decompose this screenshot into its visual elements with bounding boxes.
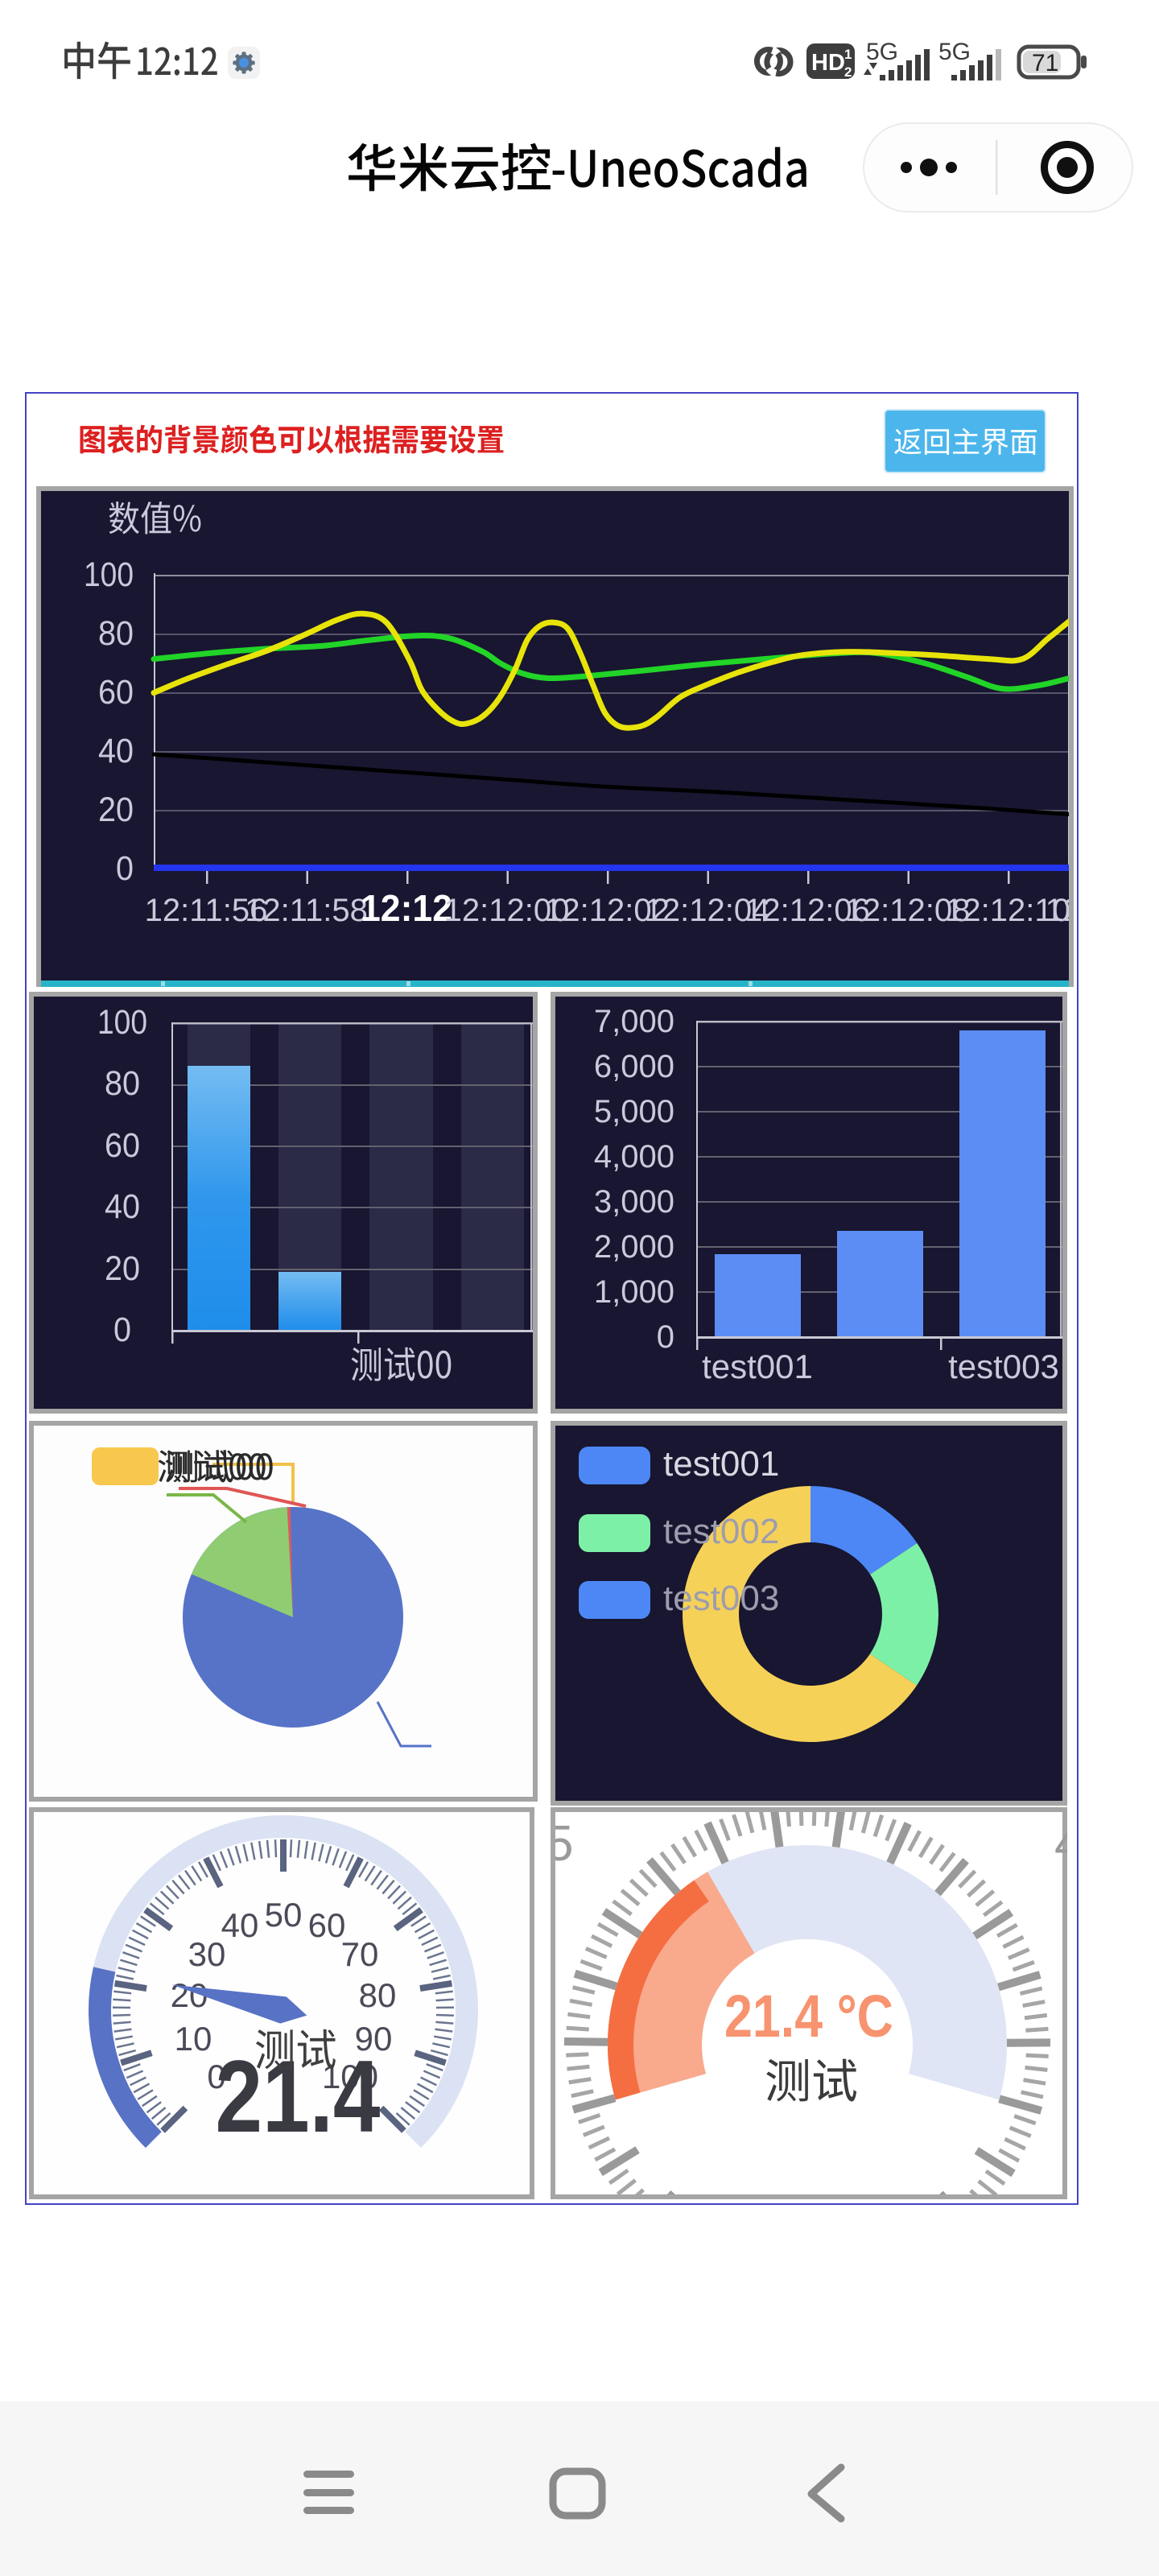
svg-text:71: 71	[1032, 50, 1058, 76]
svg-text:4,000: 4,000	[594, 1139, 674, 1174]
svg-text:test001: test001	[663, 1444, 779, 1484]
svg-text:4: 4	[1054, 1816, 1067, 1872]
svg-text:test003: test003	[663, 1579, 779, 1618]
svg-text:5G: 5G	[866, 39, 898, 65]
svg-text:40: 40	[98, 732, 134, 770]
svg-text:100: 100	[97, 1003, 147, 1042]
svg-text:0: 0	[116, 849, 134, 888]
svg-text:5: 5	[555, 1816, 573, 1872]
svg-text:1: 1	[844, 47, 852, 62]
svg-text:40: 40	[105, 1187, 140, 1226]
svg-text:12:12:08: 12:12:08	[845, 893, 971, 928]
svg-text:12:11:56: 12:11:56	[145, 893, 268, 928]
svg-text:21.4: 21.4	[216, 2039, 381, 2153]
svg-text:80: 80	[98, 614, 134, 653]
svg-text:12:12: 12:12	[361, 887, 452, 929]
svg-text:60: 60	[105, 1126, 140, 1165]
svg-text:7,000: 7,000	[594, 1004, 674, 1039]
svg-text:2,000: 2,000	[594, 1229, 674, 1265]
svg-text:6,000: 6,000	[594, 1049, 674, 1084]
svg-text:2: 2	[844, 64, 852, 80]
svg-text:80: 80	[359, 1976, 397, 2014]
svg-text:0: 0	[113, 1311, 131, 1349]
svg-text:21.4 °C: 21.4 °C	[724, 1983, 893, 2050]
svg-text:10: 10	[175, 2020, 212, 2058]
svg-text:1,000: 1,000	[594, 1274, 674, 1310]
svg-text:100: 100	[84, 555, 134, 594]
svg-text:60: 60	[98, 673, 134, 712]
svg-text:12:12:12: 12:12:12	[1046, 893, 1069, 928]
svg-text:12:12:04: 12:12:04	[645, 893, 770, 928]
svg-text:0: 0	[657, 1319, 674, 1355]
svg-text:70: 70	[341, 1935, 379, 1973]
svg-text:30: 30	[188, 1935, 226, 1973]
svg-text:12:12:10: 12:12:10	[945, 893, 1069, 928]
svg-text:12:12:00: 12:12:00	[444, 893, 570, 928]
svg-text:12:12:02: 12:12:02	[544, 893, 670, 928]
svg-text:5G: 5G	[938, 39, 971, 65]
svg-text:0: 0	[207, 2058, 225, 2095]
svg-text:test001: test001	[702, 1348, 813, 1385]
svg-text:12:12:06: 12:12:06	[744, 893, 870, 928]
svg-text:20: 20	[105, 1249, 140, 1288]
svg-text:20: 20	[98, 791, 134, 829]
svg-text:12:11:58: 12:11:58	[245, 893, 368, 928]
svg-text:40: 40	[221, 1906, 259, 1944]
svg-text:90: 90	[355, 2020, 393, 2058]
svg-text:60: 60	[308, 1906, 346, 1944]
svg-text:5,000: 5,000	[594, 1094, 674, 1129]
svg-text:HD: HD	[811, 50, 845, 76]
svg-text:3,000: 3,000	[594, 1184, 674, 1220]
svg-text:50: 50	[265, 1896, 303, 1934]
svg-text:80: 80	[105, 1064, 140, 1103]
svg-text:test002: test002	[663, 1512, 779, 1551]
svg-text:test003: test003	[948, 1348, 1059, 1385]
